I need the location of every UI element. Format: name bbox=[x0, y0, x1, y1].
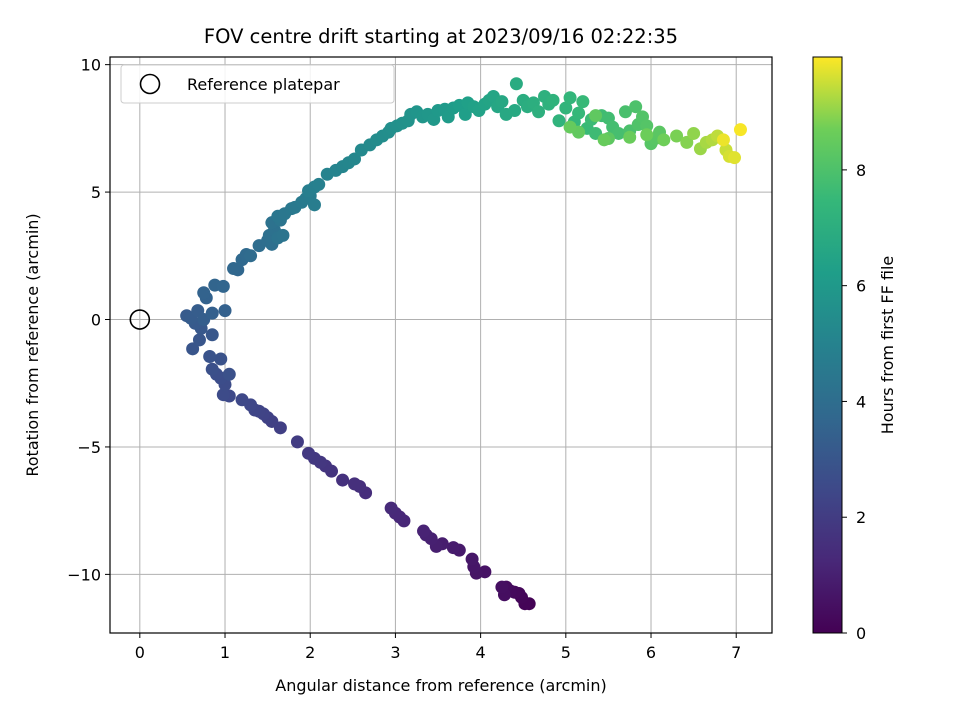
legend-entry-reference-platepar: Reference platepar bbox=[187, 75, 340, 94]
data-point bbox=[670, 129, 684, 143]
data-point bbox=[348, 152, 362, 166]
colorbar-label: Hours from first FF file bbox=[878, 256, 897, 435]
data-point bbox=[218, 304, 232, 318]
y-axis-ticks: −10 −5 0 5 10 bbox=[67, 56, 110, 584]
colorbar-ticks: 0 2 4 6 8 bbox=[842, 161, 866, 643]
data-point bbox=[546, 93, 560, 107]
data-point bbox=[214, 352, 228, 366]
x-tick-label: 3 bbox=[390, 643, 400, 662]
y-tick-label: 10 bbox=[81, 56, 101, 75]
chart-title: FOV centre drift starting at 2023/09/16 … bbox=[204, 25, 678, 48]
data-point bbox=[623, 130, 637, 144]
data-point bbox=[458, 107, 472, 121]
colorbar-tick-label: 6 bbox=[856, 277, 866, 296]
data-point bbox=[495, 95, 509, 109]
data-point bbox=[728, 151, 742, 165]
data-point bbox=[203, 349, 217, 363]
data-point bbox=[302, 446, 316, 460]
colorbar bbox=[813, 57, 842, 633]
data-point bbox=[495, 580, 509, 594]
data-point bbox=[618, 105, 632, 119]
data-point bbox=[552, 114, 566, 128]
reference-marker-layer bbox=[129, 309, 151, 330]
x-tick-label: 6 bbox=[646, 643, 656, 662]
data-point bbox=[612, 126, 626, 140]
data-point bbox=[205, 328, 219, 342]
x-tick-label: 5 bbox=[561, 643, 571, 662]
legend: Reference platepar bbox=[120, 64, 395, 104]
x-tick-label: 4 bbox=[476, 643, 486, 662]
data-point bbox=[307, 198, 321, 212]
data-point bbox=[657, 133, 671, 147]
data-point bbox=[563, 120, 577, 134]
data-point bbox=[687, 126, 701, 140]
data-point bbox=[290, 435, 304, 449]
colorbar-tick-label: 2 bbox=[856, 508, 866, 527]
x-tick-label: 7 bbox=[731, 643, 741, 662]
data-point bbox=[509, 77, 523, 91]
colorbar-tick-label: 4 bbox=[856, 392, 866, 411]
reference-platepar-marker bbox=[129, 309, 151, 330]
y-tick-label: 5 bbox=[91, 183, 101, 202]
data-point bbox=[222, 367, 236, 381]
x-tick-label: 1 bbox=[220, 643, 230, 662]
data-point bbox=[597, 133, 611, 147]
x-axis-label: Angular distance from reference (arcmin) bbox=[275, 676, 606, 695]
data-point bbox=[563, 91, 577, 105]
data-point bbox=[640, 128, 654, 142]
colorbar-frame bbox=[812, 56, 843, 634]
data-point bbox=[629, 100, 643, 114]
data-point bbox=[216, 279, 230, 293]
data-point bbox=[384, 501, 398, 515]
data-point bbox=[572, 106, 586, 120]
data-point bbox=[465, 552, 479, 566]
data-point bbox=[716, 133, 730, 147]
data-point bbox=[227, 262, 241, 276]
colorbar-tick-label: 8 bbox=[856, 161, 866, 180]
colorbar-tick-label: 0 bbox=[856, 624, 866, 643]
y-tick-label: −10 bbox=[67, 565, 101, 584]
x-axis-ticks: 0 1 2 3 4 5 6 7 bbox=[135, 633, 741, 662]
data-point bbox=[205, 362, 219, 376]
data-point bbox=[576, 95, 590, 109]
y-tick-label: −5 bbox=[77, 438, 101, 457]
data-point bbox=[336, 473, 350, 487]
data-point bbox=[312, 177, 326, 191]
data-point bbox=[733, 123, 747, 137]
plot-frame bbox=[109, 56, 773, 634]
y-tick-label: 0 bbox=[91, 311, 101, 330]
x-tick-label: 0 bbox=[135, 643, 145, 662]
data-point bbox=[192, 333, 206, 347]
data-point bbox=[680, 135, 694, 149]
legend-box bbox=[120, 64, 395, 104]
data-point bbox=[532, 105, 546, 119]
data-point bbox=[276, 228, 290, 242]
data-points bbox=[180, 77, 747, 611]
legend-marker-open-circle bbox=[139, 73, 161, 95]
data-point bbox=[186, 342, 200, 356]
data-point bbox=[446, 541, 460, 555]
data-point bbox=[216, 388, 230, 402]
data-point bbox=[348, 477, 362, 491]
data-point bbox=[235, 393, 249, 407]
data-point bbox=[197, 286, 211, 300]
data-point bbox=[559, 101, 573, 115]
data-point bbox=[508, 104, 522, 118]
data-point bbox=[244, 249, 258, 263]
data-point bbox=[589, 109, 603, 123]
data-point bbox=[640, 119, 654, 133]
y-axis-label: Rotation from reference (arcmin) bbox=[23, 213, 42, 476]
x-tick-label: 2 bbox=[305, 643, 315, 662]
data-point bbox=[205, 306, 219, 320]
data-point bbox=[417, 524, 431, 538]
